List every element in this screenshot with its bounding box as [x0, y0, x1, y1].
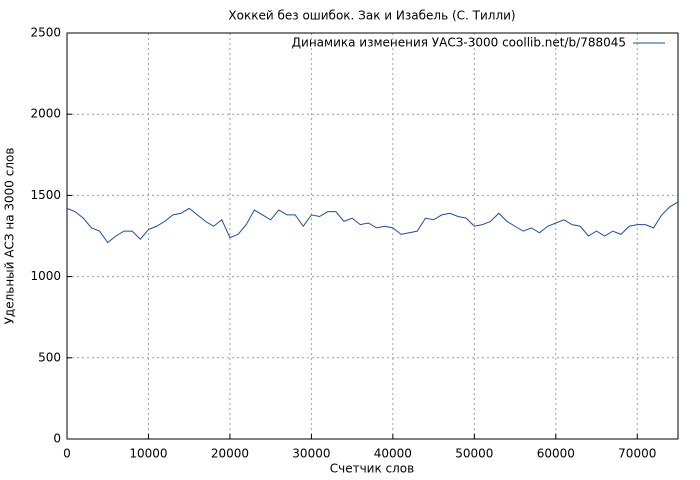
x-tick-label: 60000 [537, 447, 575, 461]
chart-title: Хоккей без ошибок. Зак и Изабель (С. Тил… [228, 9, 515, 23]
y-tick-label: 0 [53, 432, 61, 446]
y-axis-label: Удельный АСЗ на 3000 слов [3, 148, 17, 325]
y-tick-label: 2500 [30, 26, 61, 40]
x-tick-label: 70000 [618, 447, 656, 461]
x-tick-label: 30000 [292, 447, 330, 461]
x-tick-label: 10000 [129, 447, 167, 461]
y-tick-label: 1000 [30, 269, 61, 283]
x-tick-label: 0 [63, 447, 71, 461]
plot-frame [66, 32, 679, 440]
x-tick-label: 40000 [374, 447, 412, 461]
y-tick-label: 2000 [30, 107, 61, 121]
x-tick-label: 20000 [211, 447, 249, 461]
y-tick-label: 1500 [30, 188, 61, 202]
data-line [66, 201, 679, 244]
legend-label: Динамика изменения УАСЗ-3000 coollib.net… [292, 36, 626, 50]
x-tick-label: 50000 [455, 447, 493, 461]
x-axis-label: Счетчик слов [330, 462, 414, 476]
y-tick-label: 500 [38, 350, 61, 364]
